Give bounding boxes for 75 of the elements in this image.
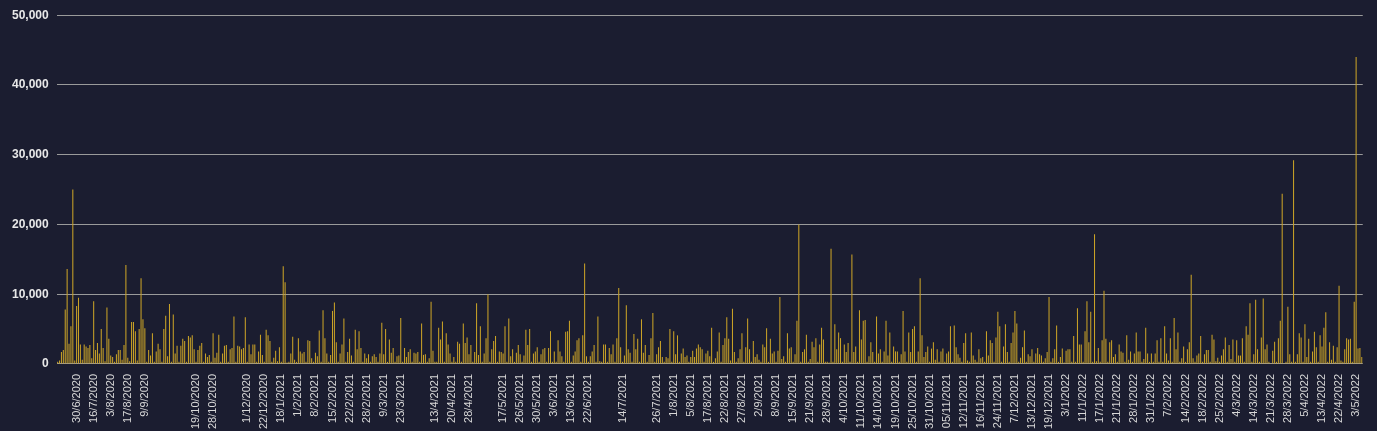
x-tick-label: 3/1/2022 xyxy=(1059,373,1072,417)
x-tick-label: 05/11/2021 xyxy=(939,373,952,429)
y-tick-label: 30,000 xyxy=(12,147,50,162)
x-tick-label: 17/8/2020 xyxy=(120,373,133,423)
x-tick-label: 15/9/2021 xyxy=(786,373,799,423)
x-tick-label: 13/4/2021 xyxy=(427,373,440,423)
x-tick-label: 31/10/2021 xyxy=(922,373,935,430)
x-tick-label: 12/11/2021 xyxy=(956,373,969,429)
x-tick-label: 19/10/2020 xyxy=(189,373,202,430)
x-tick-label: 14/7/2021 xyxy=(615,373,628,423)
x-tick-label: 22/6/2021 xyxy=(581,373,594,423)
x-tick-label: 25/2/2022 xyxy=(1212,373,1225,423)
x-tick-label: 14/2/2022 xyxy=(1178,373,1191,423)
x-tick-label: 5/4/2022 xyxy=(1297,373,1310,417)
x-tick-label: 4/10/2021 xyxy=(837,373,850,423)
x-tick-label: 18/1/2021 xyxy=(274,373,287,423)
x-tick-label: 28/9/2021 xyxy=(820,373,833,423)
x-tick-label: 30/5/2021 xyxy=(530,373,543,423)
x-tick-label: 14/10/2021 xyxy=(871,373,884,430)
x-tick-label: 13/12/2021 xyxy=(1025,373,1037,430)
x-tick-label: 5/8/2021 xyxy=(683,373,696,417)
x-tick-label: 1/8/2021 xyxy=(666,373,679,417)
x-tick-label: 30/6/2020 xyxy=(69,373,82,423)
y-tick-label: 40,000 xyxy=(12,77,50,92)
y-tick-label: 50,000 xyxy=(12,7,50,22)
x-tick-label: 28/10/2020 xyxy=(206,373,219,430)
x-tick-label: 11/10/2021 xyxy=(854,373,867,429)
x-tick-label: 3/5/2022 xyxy=(1349,373,1362,417)
x-tick-label: 20/4/2021 xyxy=(444,373,457,423)
x-tick-label: 21/1/2022 xyxy=(1110,373,1123,423)
x-tick-label: 28/2/2021 xyxy=(359,373,372,423)
x-tick-label: 7/12/2021 xyxy=(1007,373,1020,423)
x-tick-label: 27/8/2021 xyxy=(734,373,747,423)
x-tick-label: 25/10/2021 xyxy=(905,373,918,430)
x-tick-label: 13/6/2021 xyxy=(564,373,577,423)
x-tick-label: 22/12/2020 xyxy=(257,373,270,430)
x-tick-label: 14/3/2022 xyxy=(1246,373,1259,423)
x-tick-label: 17/8/2021 xyxy=(700,373,713,423)
x-tick-label: 23/3/2021 xyxy=(393,373,406,423)
y-tick-label: 20,000 xyxy=(12,216,50,231)
x-tick-label: 17/1/2022 xyxy=(1093,373,1106,423)
x-tick-label: 9/9/2020 xyxy=(137,373,150,417)
x-tick-label: 22/8/2021 xyxy=(717,373,730,423)
x-tick-label: 22/2/2021 xyxy=(342,373,355,423)
x-tick-label: 15/2/2021 xyxy=(325,373,338,423)
x-tick-label: 9/3/2021 xyxy=(376,373,389,417)
x-tick-label: 17/5/2021 xyxy=(496,373,509,423)
x-tick-label: 26/5/2021 xyxy=(513,373,526,423)
x-tick-label: 1/12/2020 xyxy=(240,373,253,423)
x-tick-label: 18/2/2022 xyxy=(1195,373,1208,423)
x-tick-label: 26/7/2021 xyxy=(649,373,662,423)
x-tick-label: 31/1/2022 xyxy=(1144,373,1157,423)
x-tick-label: 19/12/2021 xyxy=(1042,373,1055,430)
x-tick-label: 3/6/2021 xyxy=(547,373,560,417)
x-tick-label: 8/2/2021 xyxy=(308,373,321,417)
x-tick-label: 7/2/2022 xyxy=(1161,373,1174,417)
x-tick-label: 11/1/2022 xyxy=(1076,373,1089,423)
x-tick-label: 16/11/2021 xyxy=(973,373,986,429)
x-tick-label: 4/3/2022 xyxy=(1229,373,1242,417)
x-tick-label: 21/9/2021 xyxy=(803,373,816,423)
x-tick-label: 19/10/2021 xyxy=(888,373,901,430)
x-tick-label: 13/4/2022 xyxy=(1315,373,1328,423)
x-tick-label: 3/8/2020 xyxy=(103,373,116,417)
x-tick-label: 28/1/2022 xyxy=(1127,373,1140,423)
x-tick-label: 22/4/2022 xyxy=(1332,373,1345,423)
x-tick-label: 28/4/2021 xyxy=(462,373,475,423)
x-tick-label: 2/9/2021 xyxy=(752,373,765,417)
x-tick-label: 8/9/2021 xyxy=(769,373,782,417)
x-tick-label: 1/2/2021 xyxy=(291,373,304,417)
x-tick-label: 28/3/2022 xyxy=(1280,373,1293,423)
x-tick-label: 21/3/2022 xyxy=(1263,373,1276,423)
x-tick-label: 16/7/2020 xyxy=(86,373,99,423)
y-tick-label: 10,000 xyxy=(12,286,50,301)
x-tick-label: 24/11/2021 xyxy=(990,373,1003,429)
y-tick-label: 0 xyxy=(42,356,50,371)
